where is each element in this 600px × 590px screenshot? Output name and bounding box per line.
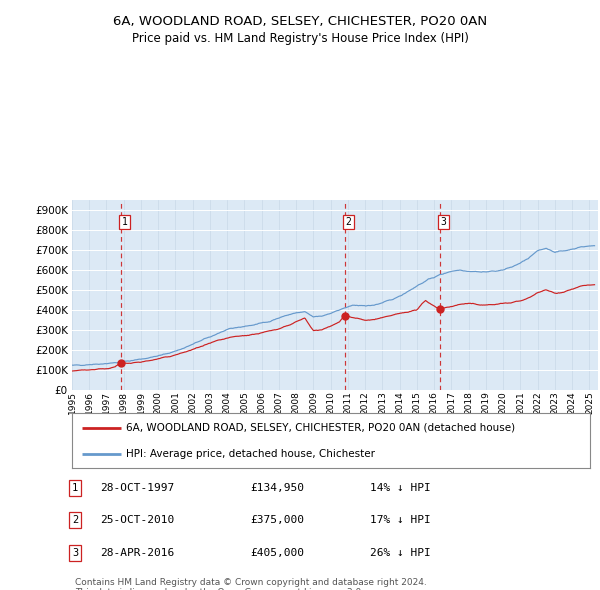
Text: 25-OCT-2010: 25-OCT-2010 (100, 515, 174, 525)
Text: 2: 2 (346, 217, 352, 227)
Text: 14% ↓ HPI: 14% ↓ HPI (370, 483, 431, 493)
Text: £134,950: £134,950 (250, 483, 304, 493)
Text: Contains HM Land Registry data © Crown copyright and database right 2024.
This d: Contains HM Land Registry data © Crown c… (75, 578, 427, 590)
Text: 3: 3 (440, 217, 446, 227)
Text: 17% ↓ HPI: 17% ↓ HPI (370, 515, 431, 525)
Text: HPI: Average price, detached house, Chichester: HPI: Average price, detached house, Chic… (127, 449, 376, 459)
Text: £405,000: £405,000 (250, 548, 304, 558)
Text: 1: 1 (72, 483, 78, 493)
Text: 6A, WOODLAND ROAD, SELSEY, CHICHESTER, PO20 0AN: 6A, WOODLAND ROAD, SELSEY, CHICHESTER, P… (113, 15, 487, 28)
Text: 1: 1 (121, 217, 127, 227)
Text: Price paid vs. HM Land Registry's House Price Index (HPI): Price paid vs. HM Land Registry's House … (131, 32, 469, 45)
Text: 2: 2 (72, 515, 78, 525)
Text: 28-OCT-1997: 28-OCT-1997 (100, 483, 174, 493)
Text: 6A, WOODLAND ROAD, SELSEY, CHICHESTER, PO20 0AN (detached house): 6A, WOODLAND ROAD, SELSEY, CHICHESTER, P… (127, 423, 515, 433)
Text: 3: 3 (72, 548, 78, 558)
Text: £375,000: £375,000 (250, 515, 304, 525)
Text: 28-APR-2016: 28-APR-2016 (100, 548, 174, 558)
Text: 26% ↓ HPI: 26% ↓ HPI (370, 548, 431, 558)
